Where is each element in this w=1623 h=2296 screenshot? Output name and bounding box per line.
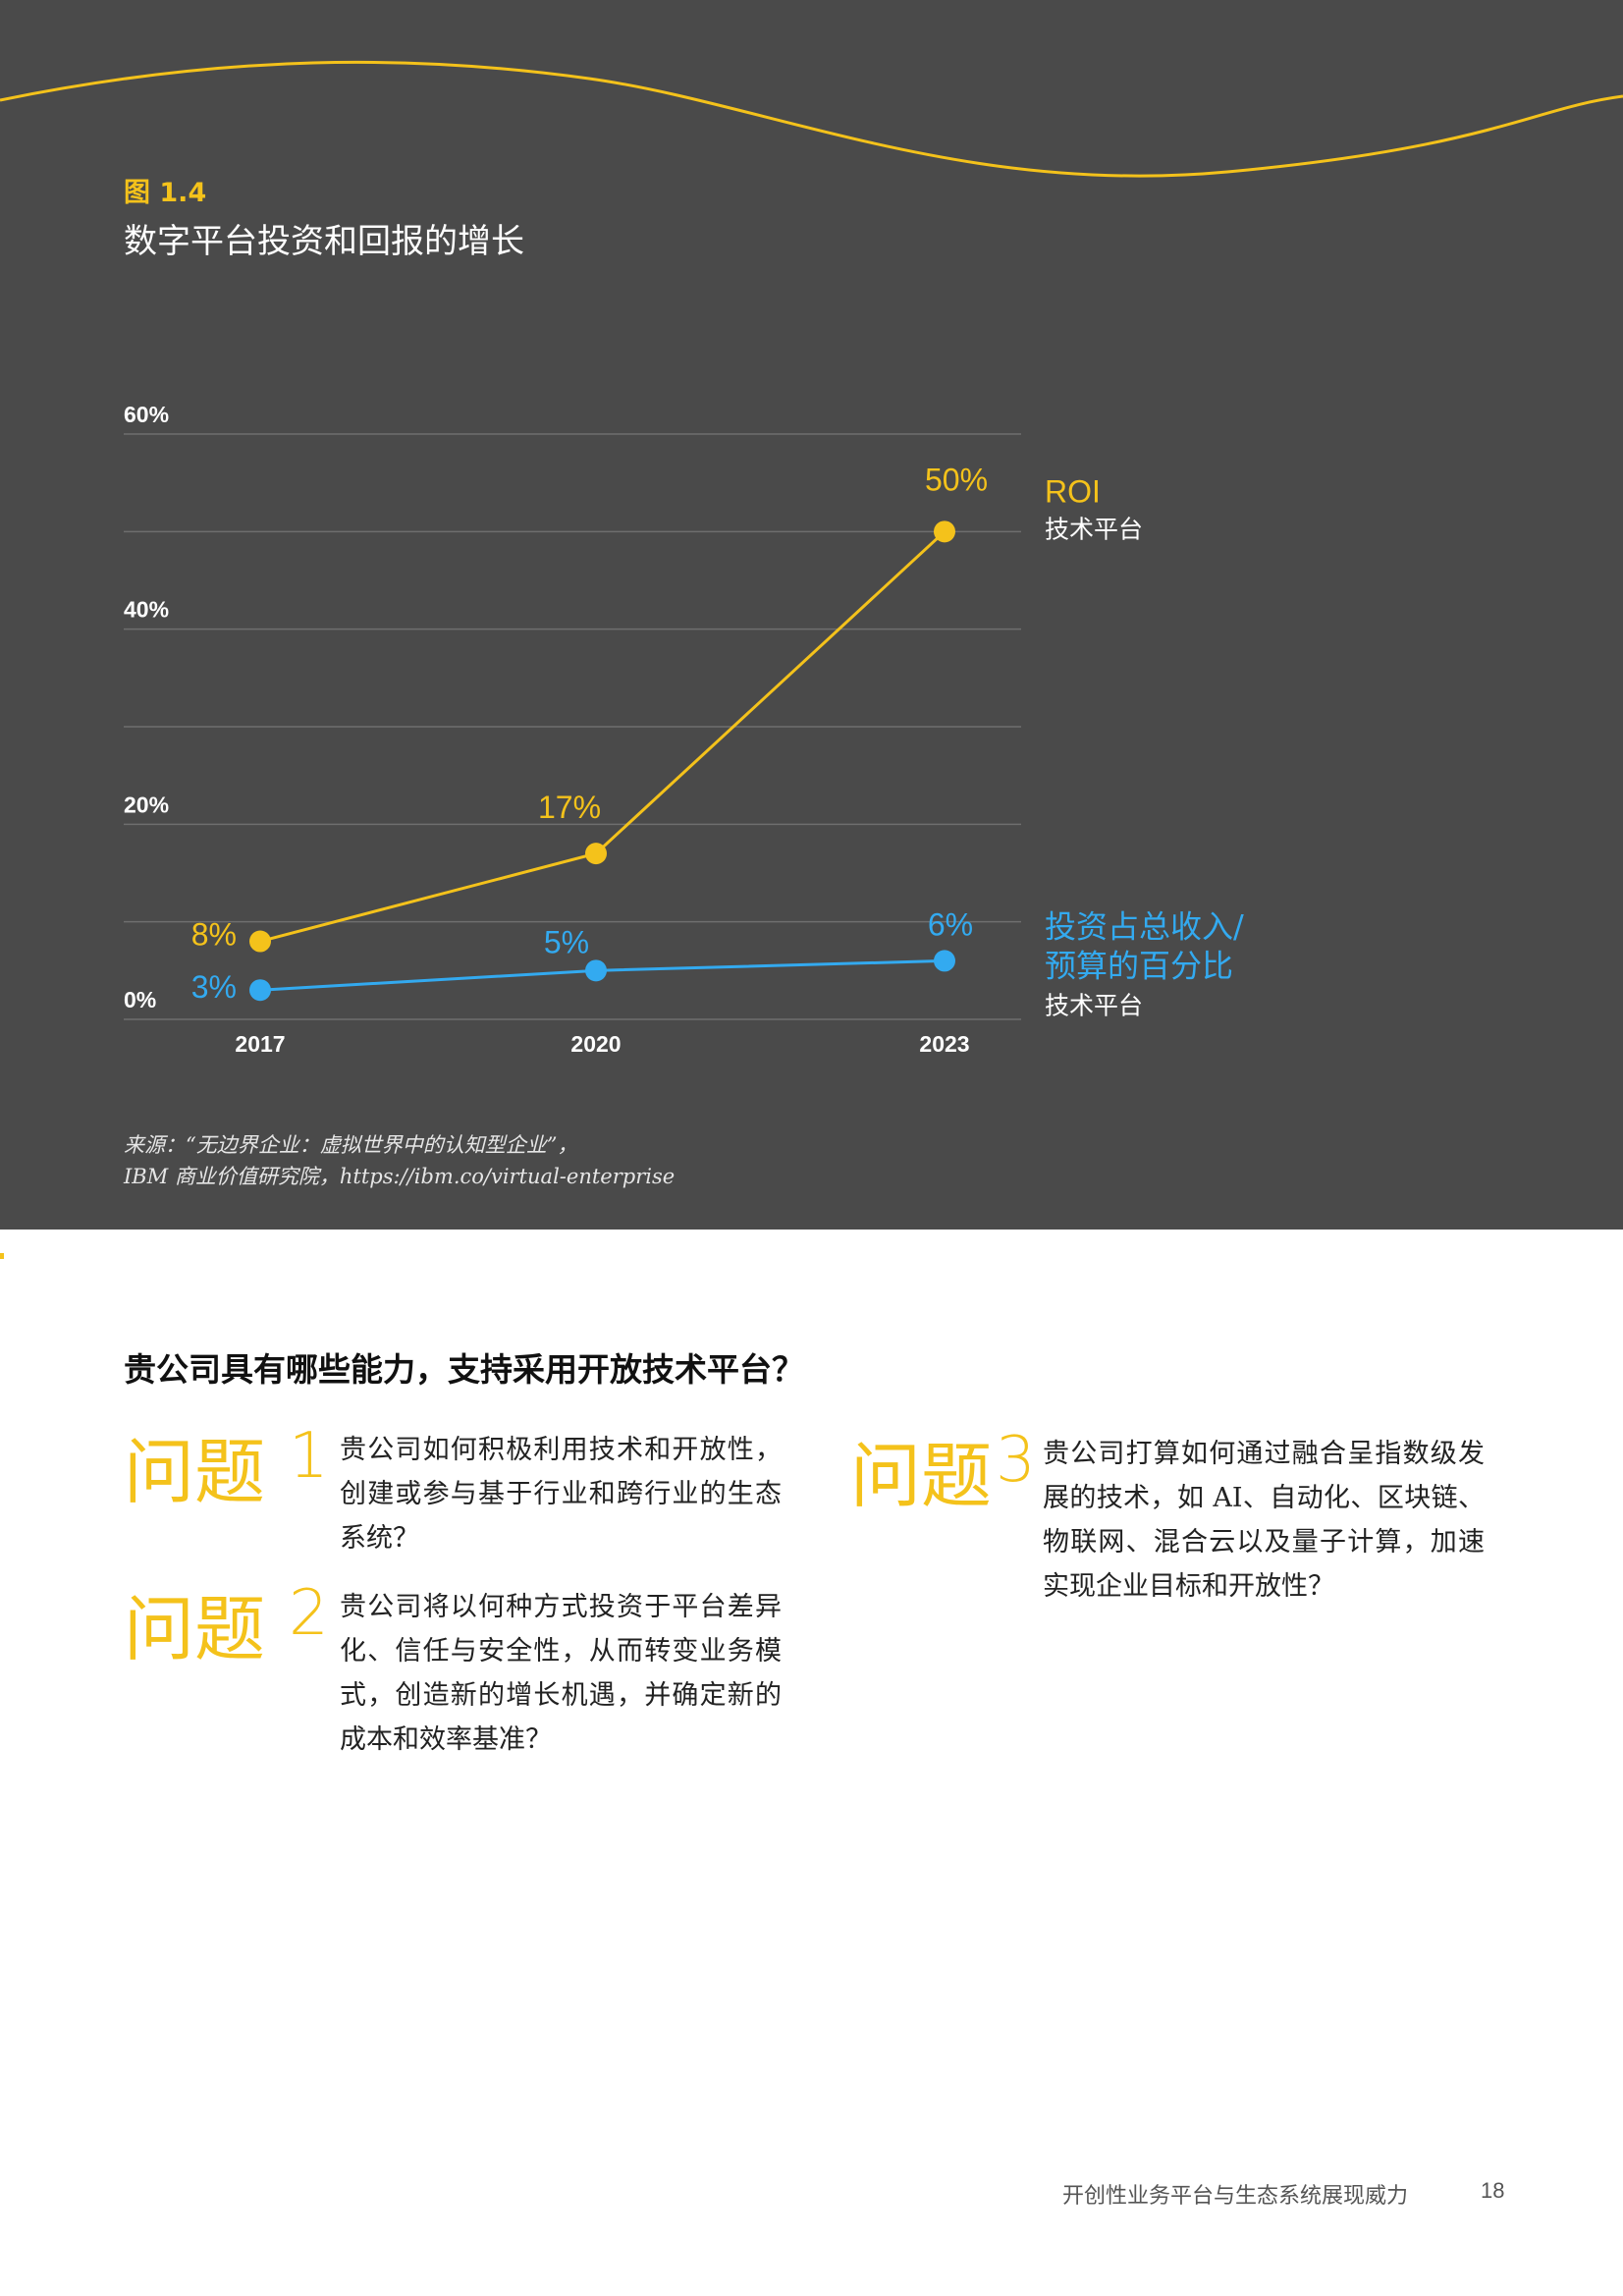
data-point xyxy=(585,959,607,982)
source-line-2: IBM 商业价值研究院，https://ibm.co/virtual-enter… xyxy=(124,1165,676,1188)
question-text: 贵公司如何积极利用技术和开放性，创建或参与基于行业和跨行业的生态系统？ xyxy=(340,1435,782,1554)
data-label: 3% xyxy=(191,969,237,1005)
legend-investment-name-line1: 投资占总收入/ xyxy=(1045,907,1244,945)
question-number: 2 xyxy=(289,1577,329,1650)
data-point xyxy=(934,950,955,972)
data-label: 50% xyxy=(925,462,988,497)
question-number: 3 xyxy=(996,1424,1036,1497)
x-tick-label: 2017 xyxy=(235,1031,285,1057)
data-label: 8% xyxy=(191,917,237,953)
question-number: 1 xyxy=(289,1420,329,1493)
legend-roi-name: ROI xyxy=(1045,473,1101,509)
data-point xyxy=(934,520,955,543)
question-text: 贵公司打算如何通过融合呈指数级发展的技术，如 AI、自动化、区块链、物联网、混合… xyxy=(1043,1439,1485,1602)
y-tick-label: 0% xyxy=(124,987,156,1012)
y-tick-label: 40% xyxy=(124,597,169,623)
y-tick-label: 20% xyxy=(124,792,169,817)
section-heading: 贵公司具有哪些能力，支持采用开放技术平台？ xyxy=(124,1350,804,1389)
x-tick-label: 2023 xyxy=(919,1031,969,1057)
data-point xyxy=(249,979,271,1002)
question-label: 问题 xyxy=(124,1431,266,1513)
question-label: 问题 xyxy=(124,1588,266,1670)
series-line-roi xyxy=(259,530,947,943)
x-tick-label: 2020 xyxy=(570,1031,621,1057)
figure-title: 数字平台投资和回报的增长 xyxy=(124,222,524,261)
decorative-wave xyxy=(0,60,1623,178)
legend-investment-sub: 技术平台 xyxy=(1045,991,1143,1019)
page-number: 18 xyxy=(1481,2178,1505,2203)
data-label: 5% xyxy=(544,924,589,959)
source-line-1: 来源：“无边界企业：虚拟世界中的认知型企业”， xyxy=(124,1133,578,1157)
data-point xyxy=(585,843,607,865)
legend-roi-sub: 技术平台 xyxy=(1045,515,1143,543)
legend-investment-name-line2: 预算的百分比 xyxy=(1045,947,1233,984)
question-text: 贵公司将以何种方式投资于平台差异化、信任与安全性，从而转变业务模式，创造新的增长… xyxy=(340,1592,782,1755)
y-tick-label: 60% xyxy=(124,402,169,427)
line-chart: 0% 20% 40% 60% 2017 2020 2023 8% 17% 50% 3% 5% 6% ROI… xyxy=(124,402,1244,1057)
data-label: 17% xyxy=(538,790,601,825)
chart-panel: 图 1.4 数字平台投资和回报的增长 0% 20% 40% 60% 2017 2020 20… xyxy=(0,0,1623,1230)
footer-title: 开创性业务平台与生态系统展现威力 xyxy=(1062,2184,1409,2209)
data-point xyxy=(249,930,271,953)
question-label: 问题 xyxy=(850,1435,993,1517)
data-label: 6% xyxy=(928,906,973,942)
source-note: 来源：“无边界企业：虚拟世界中的认知型企业”， IBM 商业价值研究院，http… xyxy=(124,1129,675,1192)
margin-marker xyxy=(0,1253,4,1259)
figure-label: 图 1.4 xyxy=(124,178,207,208)
